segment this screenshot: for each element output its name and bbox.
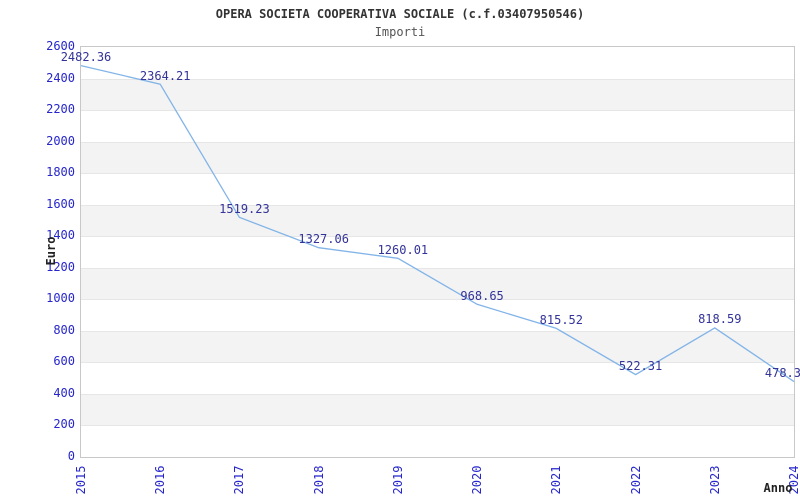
plot-band: [81, 330, 794, 363]
data-label: 968.65: [460, 288, 504, 303]
grid-line: [81, 173, 794, 175]
grid-line: [81, 236, 794, 238]
y-tick-label: 2600: [46, 39, 75, 53]
x-tick-label: 2016: [153, 465, 168, 495]
x-tick-label: 2015: [74, 465, 88, 495]
y-tick-label: 1400: [46, 228, 75, 243]
grid-line: [81, 204, 794, 206]
line-series: [80, 64, 795, 383]
y-tick-label: 200: [53, 417, 75, 432]
data-label: 2364.21: [139, 68, 191, 83]
plot-band: [81, 267, 794, 300]
y-tick-label: 1800: [46, 165, 75, 180]
plot-band: [81, 393, 794, 426]
grid-line: [81, 299, 794, 301]
y-tick-label: 400: [53, 385, 75, 400]
data-label: 1260.01: [377, 242, 429, 257]
y-tick-label: 1000: [46, 291, 75, 306]
x-axis-title: Anno: [763, 481, 793, 495]
grid-line: [81, 267, 794, 269]
data-label: 1327.06: [298, 232, 349, 247]
data-label: 818.59: [698, 312, 742, 327]
x-tick-label: 2018: [311, 465, 326, 495]
x-tick-label: 2023: [707, 465, 722, 495]
x-tick-label: 2019: [390, 465, 405, 495]
grid-line: [81, 330, 794, 332]
y-tick-label: 1600: [46, 196, 75, 211]
plot-band: [81, 78, 794, 111]
data-label: 2482.36: [60, 50, 112, 65]
y-tick-label: 2200: [46, 102, 75, 117]
x-tick-label: 2021: [549, 465, 564, 495]
x-tick-label: 2017: [232, 465, 247, 495]
plot-area: 2482.36 2364.21 1519.23 1327.06 1260.01 968.6…: [61, 46, 800, 458]
data-label: 1519.23: [219, 201, 270, 216]
grid-line: [81, 110, 794, 112]
grid-line: [81, 362, 794, 364]
y-tick-label: 600: [53, 354, 75, 369]
y-tick-label: 0: [67, 449, 75, 463]
y-tick-label: 2000: [46, 133, 75, 148]
chart-subtitle: Importi: [374, 25, 426, 39]
chart-title: OPERA SOCIETA COOPERATIVA SOCIALE (c.f.0…: [215, 7, 585, 21]
grid-line: [81, 141, 794, 143]
y-tick-label: 800: [53, 322, 75, 337]
series-line: [80, 64, 795, 383]
y-tick-label: 1200: [46, 259, 75, 274]
grid-line: [81, 393, 794, 395]
x-tick-label: 2022: [628, 465, 643, 495]
y-axis-title: Euro: [44, 236, 58, 266]
plot-band: [81, 204, 794, 237]
grid-line: [81, 78, 794, 80]
data-label: 522.31: [618, 359, 663, 374]
plot-band: [81, 141, 794, 174]
y-tick-label: 2400: [46, 70, 75, 85]
data-label: 815.52: [539, 312, 584, 327]
x-tick-label: 2020: [470, 465, 485, 495]
data-label: 478.3: [764, 366, 800, 381]
grid-line: [81, 425, 794, 427]
